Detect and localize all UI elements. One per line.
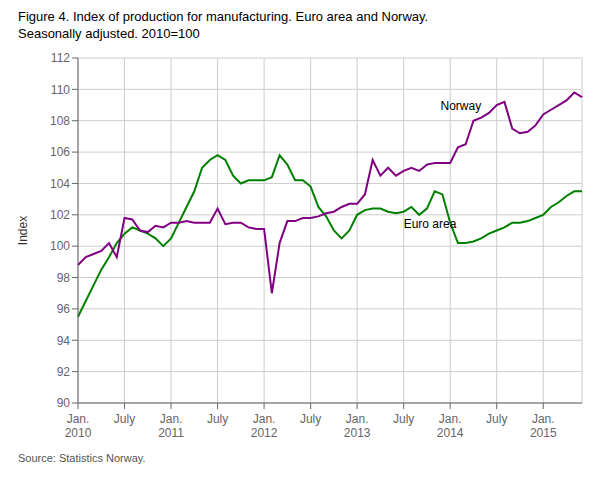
html-text:Source: Statistics Norway.: Source: Statistics Norway. [18, 452, 146, 464]
svg-text:Jan.2011: Jan.2011 [158, 412, 184, 440]
svg-text:92: 92 [57, 365, 71, 379]
svg-text:July: July [114, 412, 135, 426]
svg-text:100: 100 [50, 239, 70, 253]
svg-text:July: July [486, 412, 507, 426]
svg-text:July: July [207, 412, 228, 426]
svg-text:Norway: Norway [441, 99, 482, 113]
svg-text:110: 110 [51, 83, 70, 97]
svg-text:Euro area: Euro area [404, 217, 457, 231]
svg-text:102: 102 [50, 208, 70, 222]
svg-text:96: 96 [57, 302, 71, 316]
svg-text:July: July [300, 412, 321, 426]
svg-text:Jan.2010: Jan.2010 [65, 412, 92, 440]
svg-text:112: 112 [51, 51, 70, 65]
svg-text:94: 94 [57, 334, 71, 348]
svg-text:104: 104 [50, 177, 70, 191]
svg-text:Jan.2012: Jan.2012 [251, 412, 278, 440]
svg-text:Jan.2013: Jan.2013 [344, 412, 371, 440]
svg-text:106: 106 [50, 145, 70, 159]
html-text:Figure 4. Index of production: Figure 4. Index of production for manufa… [18, 9, 429, 24]
html-text:Seasonally adjusted. 2010=100: Seasonally adjusted. 2010=100 [18, 26, 200, 41]
svg-text:98: 98 [57, 271, 71, 285]
svg-text:Jan.2015: Jan.2015 [530, 412, 557, 440]
svg-text:Index: Index [16, 216, 30, 245]
svg-text:108: 108 [50, 114, 70, 128]
svg-text:July: July [393, 412, 414, 426]
svg-text:Jan.2014: Jan.2014 [437, 412, 464, 440]
svg-text:90: 90 [57, 396, 71, 410]
